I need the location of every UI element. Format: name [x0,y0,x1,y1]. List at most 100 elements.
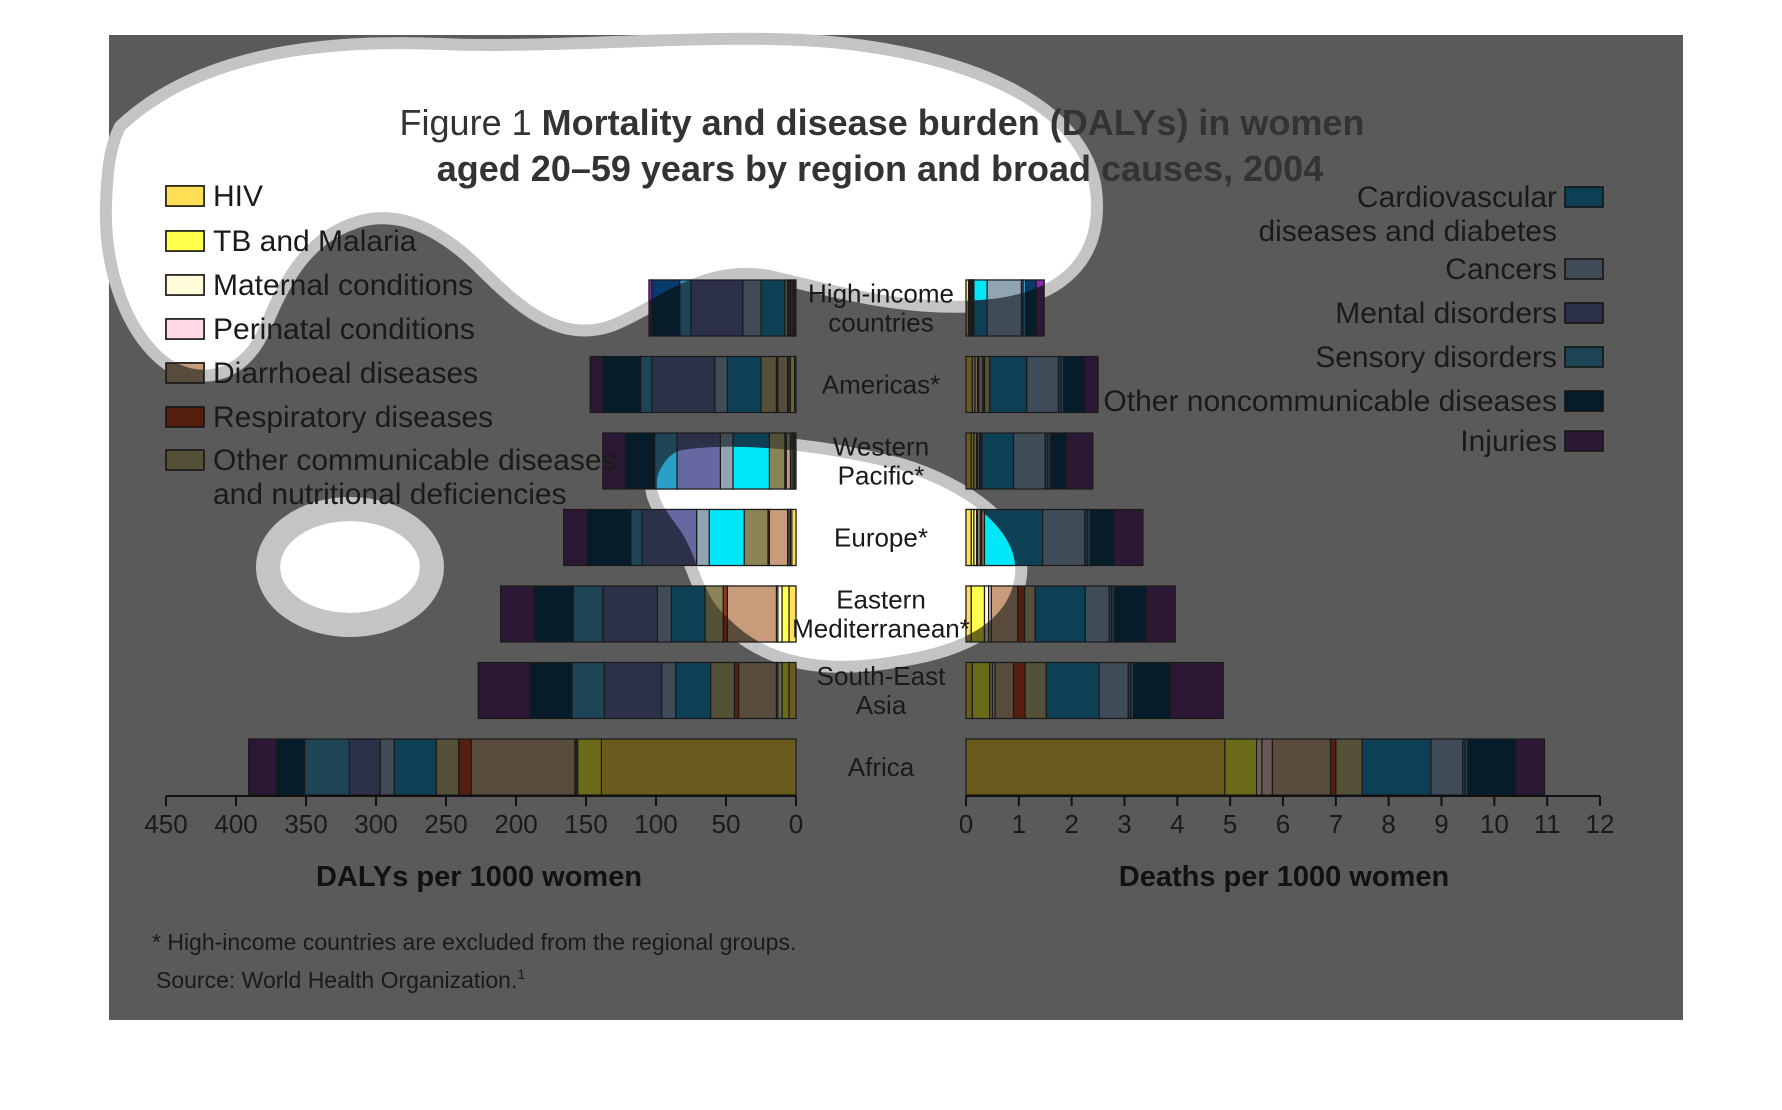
deaths-tick-label: 9 [1434,809,1448,839]
region-label-western-pacific: Pacific* [838,461,925,491]
deaths-bar-americas-diarrhoeal [978,355,984,414]
axes: 450 400 350 300 250 200 150 100 50 0 0 1 2 3 4 5 6 7 8 9 10 1… [144,795,1614,839]
deaths-bar-south-east-asia-respiratory [1012,661,1026,720]
deaths-bar-americas-cardio [989,355,1028,414]
dalys-bar-americas-diarrhoeal [777,355,789,414]
dalys-bar-eastern-mediterranean-cancers [656,585,673,643]
legend-swatch-mental [1564,302,1604,324]
dalys-bar-high-income-countries-sensory [679,279,692,337]
dalys-bar-western-pacific-injuries [602,432,626,490]
dalys-bar-south-east-asia-other_comm [709,661,735,720]
legend-label-diarrhoeal: Diarrhoeal diseases [213,357,478,390]
legend-swatch-overlay-perinatal [165,318,205,340]
dalys-tick-label: 450 [144,809,187,839]
dalys-bar-africa-mental [348,738,381,796]
deaths-bar-europe-other_ncd [1089,508,1115,567]
deaths-bar-eastern-mediterranean-cancers [1084,585,1110,643]
dalys-tick-label: 150 [564,809,607,839]
deaths-bar-africa-diarrhoeal [1271,738,1332,796]
legend-swatch-other_comm [165,449,205,471]
dalys-bar-americas-tb [789,355,796,414]
legend-label-other_ncd: Other noncommunicable diseases [1103,385,1557,418]
legend-swatch-overlay-tb [165,230,205,252]
deaths-bar-south-east-asia-tb [971,661,991,720]
legend-item-respiratory: Respiratory diseases [165,401,493,434]
legend-swatch-sensory [1564,346,1604,368]
dalys-bar-africa-injuries [248,738,278,796]
dalys-bar-south-east-asia-tb [781,661,790,720]
dalys-bar-americas-other_ncd [602,355,642,414]
dalys-bar-overlay-europe-cancers [695,508,710,567]
region-label-eastern-mediterranean: Mediterranean* [792,614,970,644]
dalys-bar-overlay-europe-cardio [708,508,745,567]
legend-label-respiratory: Respiratory diseases [213,401,493,434]
dalys-bar-americas-sensory [639,355,653,414]
legend-item-other_ncd: Other noncommunicable diseases [1103,385,1604,418]
dalys-bar-overlay-eastern-mediterranean-tb [781,585,790,643]
legend-swatch-respiratory [165,406,205,428]
dalys-tick-label: 0 [789,809,803,839]
deaths-bar-western-pacific-cardio [981,432,1015,490]
deaths-bar-western-pacific-other_ncd [1049,432,1067,490]
legend-label-cancers: Cancers [1445,253,1557,286]
deaths-bar-americas-other_comm [983,355,991,414]
dalys-bar-africa-cardio [393,738,437,796]
dalys-bar-americas-other_comm [760,355,777,414]
dalys-bar-overlay-europe-hiv [791,508,797,567]
dalys-bar-south-east-asia-injuries [477,661,531,720]
legend-label-perinatal: Perinatal conditions [213,313,475,346]
legend-label-sensory: Sensory disorders [1315,341,1557,374]
deaths-bar-africa-other_ncd [1467,738,1517,796]
dalys-bar-south-east-asia-cancers [660,661,677,720]
legend-label-cardio: Cardiovascular [1357,181,1557,214]
region-label-africa: Africa [848,752,915,782]
deaths-bar-africa-tb [1224,738,1258,796]
deaths-tick-label: 6 [1276,809,1290,839]
dalys-bar-africa-sensory [304,738,351,796]
region-label-western-pacific: Western [833,432,929,462]
legend-label-hiv: HIV [213,180,263,213]
dalys-bar-overlay-europe-other_comm [743,508,769,567]
deaths-bar-americas-other_ncd [1063,355,1086,414]
deaths-bar-africa-maternal [1255,738,1263,796]
dalys-bar-americas-cancers [714,355,728,414]
legend-item-injuries: Injuries [1460,425,1604,458]
deaths-bar-africa-other_comm [1335,738,1363,796]
deaths-bar-overlay-europe-hiv [965,508,972,567]
legend-swatch-overlay-hiv [165,185,205,207]
deaths-tick-label: 0 [959,809,973,839]
legend-item-perinatal: Perinatal conditions [165,313,475,346]
figure-title-line1: Figure 1 Mortality and disease burden (DA… [400,102,1365,143]
deaths-bar-africa-hiv [965,738,1226,796]
deaths-bar-south-east-asia-diarrhoeal [994,661,1015,720]
dalys-bar-africa-cancers [379,738,395,796]
dalys-bar-americas-mental [651,355,716,414]
deaths-bar-eastern-mediterranean-other_comm [1024,585,1036,643]
deaths-bar-africa-respiratory [1329,738,1337,796]
region-label-americas: Americas* [822,370,940,400]
deaths-bar-high-income-countries-injuries [1035,279,1045,337]
dalys-bar-south-east-asia-hiv [788,661,797,720]
dalys-axis-title: DALYs per 1000 women [316,861,642,893]
deaths-bar-western-pacific-hiv [965,432,972,490]
overlay-ring-left [256,497,444,637]
legend-item-hiv: HIV [165,180,263,213]
deaths-bar-south-east-asia-other_comm [1024,661,1047,720]
dalys-tick-label: 300 [354,809,397,839]
legend-left: HIV TB and Malaria Maternal conditions Peri… [165,180,617,511]
footnote-source-text: Source: World Health Organization. [156,967,517,993]
deaths-tick-label: 10 [1480,809,1509,839]
dalys-bar-high-income-countries-cardio [760,279,786,337]
deaths-bar-africa-cardio [1361,738,1432,796]
deaths-bar-africa-perinatal [1261,738,1274,796]
dalys-bar-europe-sensory [630,508,643,567]
footnote-source-ref: 1 [517,966,525,982]
deaths-tick-label: 8 [1381,809,1395,839]
deaths-bar-eastern-mediterranean-cardio [1034,585,1087,643]
legend-label-tb: TB and Malaria [213,225,417,258]
legend-item-sensory: Sensory disorders [1315,341,1604,374]
deaths-bar-south-east-asia-cardio [1045,661,1100,720]
